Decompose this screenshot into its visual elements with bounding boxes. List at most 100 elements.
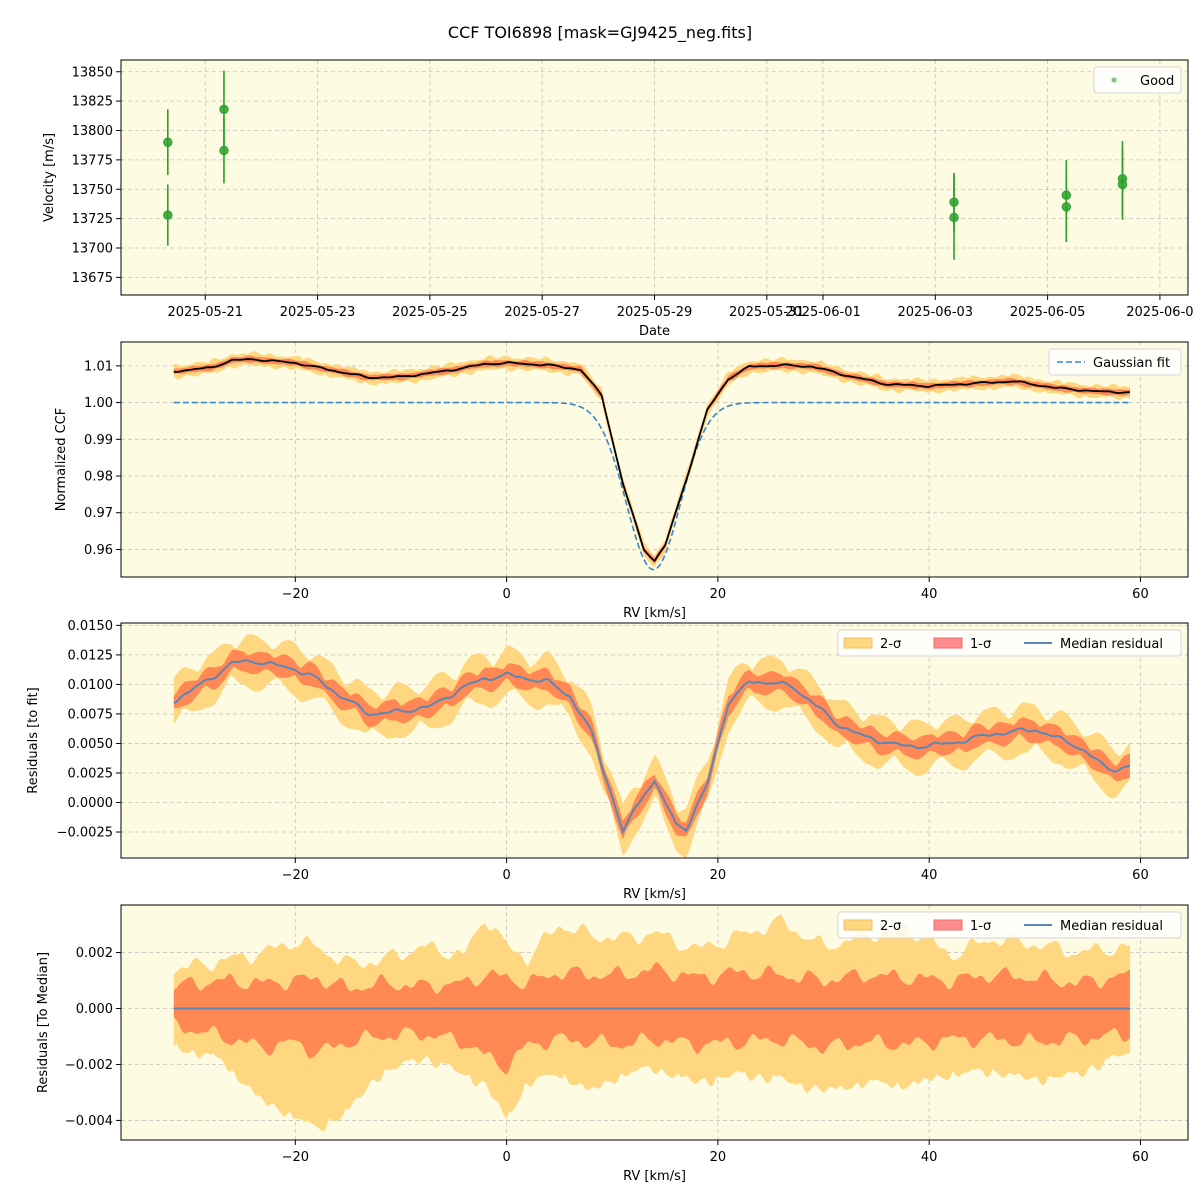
y-tick-label: 0.000 xyxy=(76,1002,113,1017)
velocity-panel: 13675 13700 13725 13750 13775 13800 13825 13850… xyxy=(42,59,1194,339)
x-tick-label: −20 xyxy=(282,868,309,883)
y-tick-label: 0.96 xyxy=(84,543,113,558)
legend-label-one-sigma: 1-σ xyxy=(970,637,991,652)
x-tick-label: −20 xyxy=(282,1150,309,1165)
x-tick-label: 2025-06-05 xyxy=(1010,305,1086,320)
y-tick-label: 1.01 xyxy=(84,359,113,374)
y-tick-label: 13750 xyxy=(72,183,113,198)
y-tick-label: 1.00 xyxy=(84,396,113,411)
y-tick-label: 13775 xyxy=(72,153,113,168)
x-tick-label: 2025-05-23 xyxy=(280,305,356,320)
x-tick-label: 2025-06-0 xyxy=(1126,305,1193,320)
y-tick-label: 0.0050 xyxy=(68,737,114,752)
y-tick-label: 0.0000 xyxy=(68,796,114,811)
x-tick-label: 2025-05-29 xyxy=(617,305,693,320)
x-tick-label: 2025-05-25 xyxy=(392,305,468,320)
x-tick-label: 40 xyxy=(921,868,938,883)
y-tick-label: 13850 xyxy=(72,65,113,80)
x-tick-label: 40 xyxy=(921,587,938,602)
x-tick-label: 60 xyxy=(1132,868,1149,883)
y-tick-label: 13700 xyxy=(72,242,113,257)
legend-swatch-two-sigma xyxy=(843,637,873,649)
y-tick-label: 13725 xyxy=(72,212,113,227)
y-tick-label: −0.002 xyxy=(65,1058,113,1073)
data-point xyxy=(163,137,173,147)
x-tick-label: 2025-05-31 xyxy=(729,305,805,320)
x-tick-label: −20 xyxy=(282,587,309,602)
data-point xyxy=(949,212,959,223)
x-tick-label: 20 xyxy=(710,868,727,883)
y-tick-label: 13825 xyxy=(72,95,113,110)
median-residual-line xyxy=(173,659,1131,835)
data-point xyxy=(1117,179,1128,190)
plot-frame xyxy=(120,904,1189,1141)
x-tick-label: 0 xyxy=(502,1150,510,1165)
y-tick-label: −0.0025 xyxy=(57,826,113,841)
residuals-fit-panel: −0.0025 0.0000 0.0025 0.0050 0.0075 0.0100 0.0… xyxy=(26,619,1189,902)
plot-frame xyxy=(120,341,1189,578)
data-point xyxy=(1061,202,1072,212)
legend-label-median: Median residual xyxy=(1060,919,1163,934)
y-axis-label: Normalized CCF xyxy=(54,408,69,512)
x-tick-label: 2025-06-03 xyxy=(898,305,974,320)
data-point xyxy=(219,145,229,156)
x-tick-label: 60 xyxy=(1132,1150,1149,1165)
data-point xyxy=(219,104,229,115)
y-tick-label: 0.002 xyxy=(76,946,113,961)
plot-area xyxy=(121,60,1188,295)
x-tick-label: 20 xyxy=(710,1150,727,1165)
legend-swatch-one-sigma xyxy=(933,637,963,649)
x-axis-label: RV [km/s] xyxy=(623,1169,686,1184)
legend-box xyxy=(1093,66,1182,94)
y-tick-label: 0.0100 xyxy=(68,678,114,693)
legend-box xyxy=(1048,348,1182,376)
legend-label-median: Median residual xyxy=(1060,637,1163,652)
one-sigma-band xyxy=(173,649,1130,840)
data-point xyxy=(163,210,173,220)
y-tick-label: 0.99 xyxy=(84,433,113,448)
x-tick-label: 20 xyxy=(710,587,727,602)
y-tick-label: 0.98 xyxy=(84,470,113,485)
legend-box xyxy=(837,629,1182,657)
y-axis-label: Velocity [m/s] xyxy=(42,133,57,222)
y-tick-label: 0.0150 xyxy=(68,619,114,634)
y-tick-label: −0.004 xyxy=(65,1114,113,1129)
y-tick-label: 13675 xyxy=(72,271,113,286)
x-axis-label: RV [km/s] xyxy=(623,606,686,621)
x-tick-label: 2025-05-21 xyxy=(167,305,243,320)
legend-marker-good xyxy=(1111,77,1117,83)
legend-label-two-sigma: 2-σ xyxy=(880,637,901,652)
legend-swatch-two-sigma xyxy=(843,919,873,931)
ccf-median-line xyxy=(173,358,1130,563)
legend-box xyxy=(837,911,1182,939)
x-axis-label: RV [km/s] xyxy=(623,887,686,902)
x-tick-label: 0 xyxy=(502,868,510,883)
figure-title: CCF TOI6898 [mask=GJ9425_neg.fits] xyxy=(448,23,752,43)
ccf-panel: 0.96 0.97 0.98 0.99 1.00 1.01 −20 0 20 40 60 Gaussi… xyxy=(54,341,1189,621)
x-tick-label: 2025-05-27 xyxy=(504,305,580,320)
plot-frame xyxy=(120,622,1189,859)
y-tick-label: 13800 xyxy=(72,124,113,139)
y-tick-label: 0.0025 xyxy=(68,766,114,781)
y-tick-label: 0.0125 xyxy=(68,648,114,663)
y-tick-label: 0.97 xyxy=(84,506,113,521)
y-axis-label: Residuals [To Median] xyxy=(36,952,51,1093)
legend-label-two-sigma: 2-σ xyxy=(880,919,901,934)
x-tick-label: 0 xyxy=(502,587,510,602)
legend-label-gaussian: Gaussian fit xyxy=(1093,356,1170,371)
legend-label-good: Good xyxy=(1140,74,1174,89)
x-tick-label: 2025-06-01 xyxy=(785,305,861,320)
y-tick-label: 0.0075 xyxy=(68,707,114,722)
x-tick-label: 60 xyxy=(1132,587,1149,602)
plot-frame xyxy=(120,59,1189,296)
residuals-median-panel: −0.004 −0.002 0.000 0.002 −20 0 20 40 60 2-σ 1-σ Me… xyxy=(36,904,1189,1184)
gaussian-fit-line xyxy=(173,401,1130,571)
x-tick-label: 40 xyxy=(921,1150,938,1165)
x-axis-label: Date xyxy=(639,324,670,339)
legend-swatch-one-sigma xyxy=(933,919,963,931)
y-axis-label: Residuals [to fit] xyxy=(26,687,41,793)
one-sigma-band xyxy=(173,962,1130,1076)
legend-label-one-sigma: 1-σ xyxy=(970,919,991,934)
